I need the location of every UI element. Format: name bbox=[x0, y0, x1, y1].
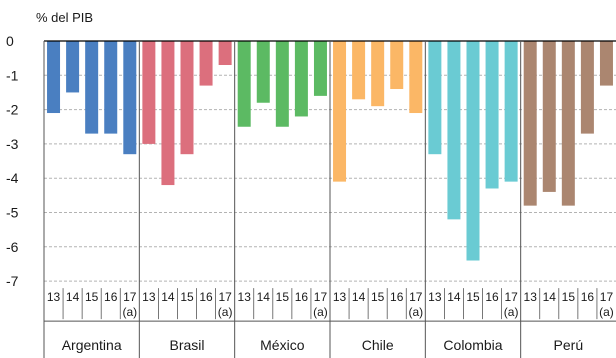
y-tick-label: -4 bbox=[6, 170, 19, 186]
x-tick-label: 15 bbox=[85, 290, 99, 304]
x-tick-label: 17 bbox=[409, 290, 423, 304]
y-tick-label: -6 bbox=[6, 239, 19, 255]
x-tick-label: 13 bbox=[524, 290, 538, 304]
category-label: Perú bbox=[554, 337, 584, 353]
year-note: (a) bbox=[313, 305, 328, 319]
bar bbox=[161, 41, 175, 186]
bar bbox=[466, 41, 480, 261]
x-tick-label: 14 bbox=[352, 290, 366, 304]
y-tick-label: -3 bbox=[6, 136, 19, 152]
x-tick-label: 17 bbox=[314, 290, 328, 304]
bar bbox=[294, 41, 308, 117]
x-tick-label: 16 bbox=[199, 290, 213, 304]
x-tick-label: 14 bbox=[447, 290, 461, 304]
x-tick-label: 16 bbox=[581, 290, 595, 304]
x-tick-label: 14 bbox=[161, 290, 175, 304]
bar bbox=[180, 41, 194, 155]
bar bbox=[313, 41, 327, 96]
category-label: Colombia bbox=[443, 337, 502, 353]
category-label: Chile bbox=[362, 337, 394, 353]
x-tick-label: 14 bbox=[66, 290, 80, 304]
y-tick-label: 0 bbox=[6, 33, 14, 49]
bar bbox=[523, 41, 537, 206]
x-tick-label: 16 bbox=[485, 290, 499, 304]
bar bbox=[409, 41, 423, 114]
bar bbox=[333, 41, 347, 182]
x-tick-label: 15 bbox=[371, 290, 385, 304]
y-tick-labels: 0 -1 -2 -3 -4 -5 -6 -7 bbox=[6, 33, 19, 289]
bar bbox=[199, 41, 213, 86]
x-tick-label: 16 bbox=[295, 290, 309, 304]
bar bbox=[275, 41, 289, 127]
bar bbox=[371, 41, 385, 107]
x-tick-label: 13 bbox=[142, 290, 156, 304]
y-tick-label: -2 bbox=[6, 102, 19, 118]
bar bbox=[485, 41, 499, 189]
x-tick-label: 13 bbox=[238, 290, 252, 304]
year-note: (a) bbox=[599, 305, 614, 319]
x-tick-label: 13 bbox=[428, 290, 442, 304]
bar bbox=[504, 41, 518, 182]
x-tick-label: 15 bbox=[562, 290, 576, 304]
x-tick-label: 17 bbox=[218, 290, 232, 304]
year-note: (a) bbox=[218, 305, 233, 319]
year-note: (a) bbox=[122, 305, 137, 319]
bar bbox=[580, 41, 594, 134]
category-label: Brasil bbox=[169, 337, 204, 353]
bar bbox=[352, 41, 366, 100]
x-tick-label: 15 bbox=[466, 290, 480, 304]
bar bbox=[66, 41, 80, 93]
category-label: Argentina bbox=[62, 337, 122, 353]
category-label: México bbox=[260, 337, 305, 353]
bar bbox=[47, 41, 61, 114]
bar bbox=[542, 41, 556, 192]
y-tick-label: -5 bbox=[6, 205, 19, 221]
y-axis-title: % del PIB bbox=[36, 10, 93, 25]
bar bbox=[237, 41, 251, 127]
y-tick-label: -1 bbox=[6, 67, 19, 83]
bar bbox=[142, 41, 156, 144]
bar bbox=[256, 41, 270, 103]
year-note: (a) bbox=[408, 305, 423, 319]
bar bbox=[218, 41, 232, 66]
bars bbox=[47, 41, 613, 261]
x-tick-label: 14 bbox=[257, 290, 271, 304]
x-tick-label: 13 bbox=[47, 290, 61, 304]
x-tick-label: 16 bbox=[104, 290, 118, 304]
bar bbox=[428, 41, 442, 155]
x-tick-label: 13 bbox=[333, 290, 347, 304]
bar bbox=[561, 41, 575, 206]
y-tick-label: -7 bbox=[6, 273, 19, 289]
x-tick-label: 16 bbox=[390, 290, 404, 304]
bar bbox=[599, 41, 613, 86]
bar bbox=[123, 41, 137, 155]
bar bbox=[390, 41, 404, 90]
bar bbox=[447, 41, 461, 220]
x-tick-label: 15 bbox=[180, 290, 194, 304]
year-note: (a) bbox=[504, 305, 519, 319]
bar bbox=[104, 41, 118, 134]
x-tick-label: 14 bbox=[543, 290, 557, 304]
x-tick-label: 15 bbox=[276, 290, 290, 304]
x-tick-label: 17 bbox=[504, 290, 518, 304]
x-tick-label: 17 bbox=[600, 290, 614, 304]
x-tick-label: 17 bbox=[123, 290, 137, 304]
bar bbox=[85, 41, 99, 134]
